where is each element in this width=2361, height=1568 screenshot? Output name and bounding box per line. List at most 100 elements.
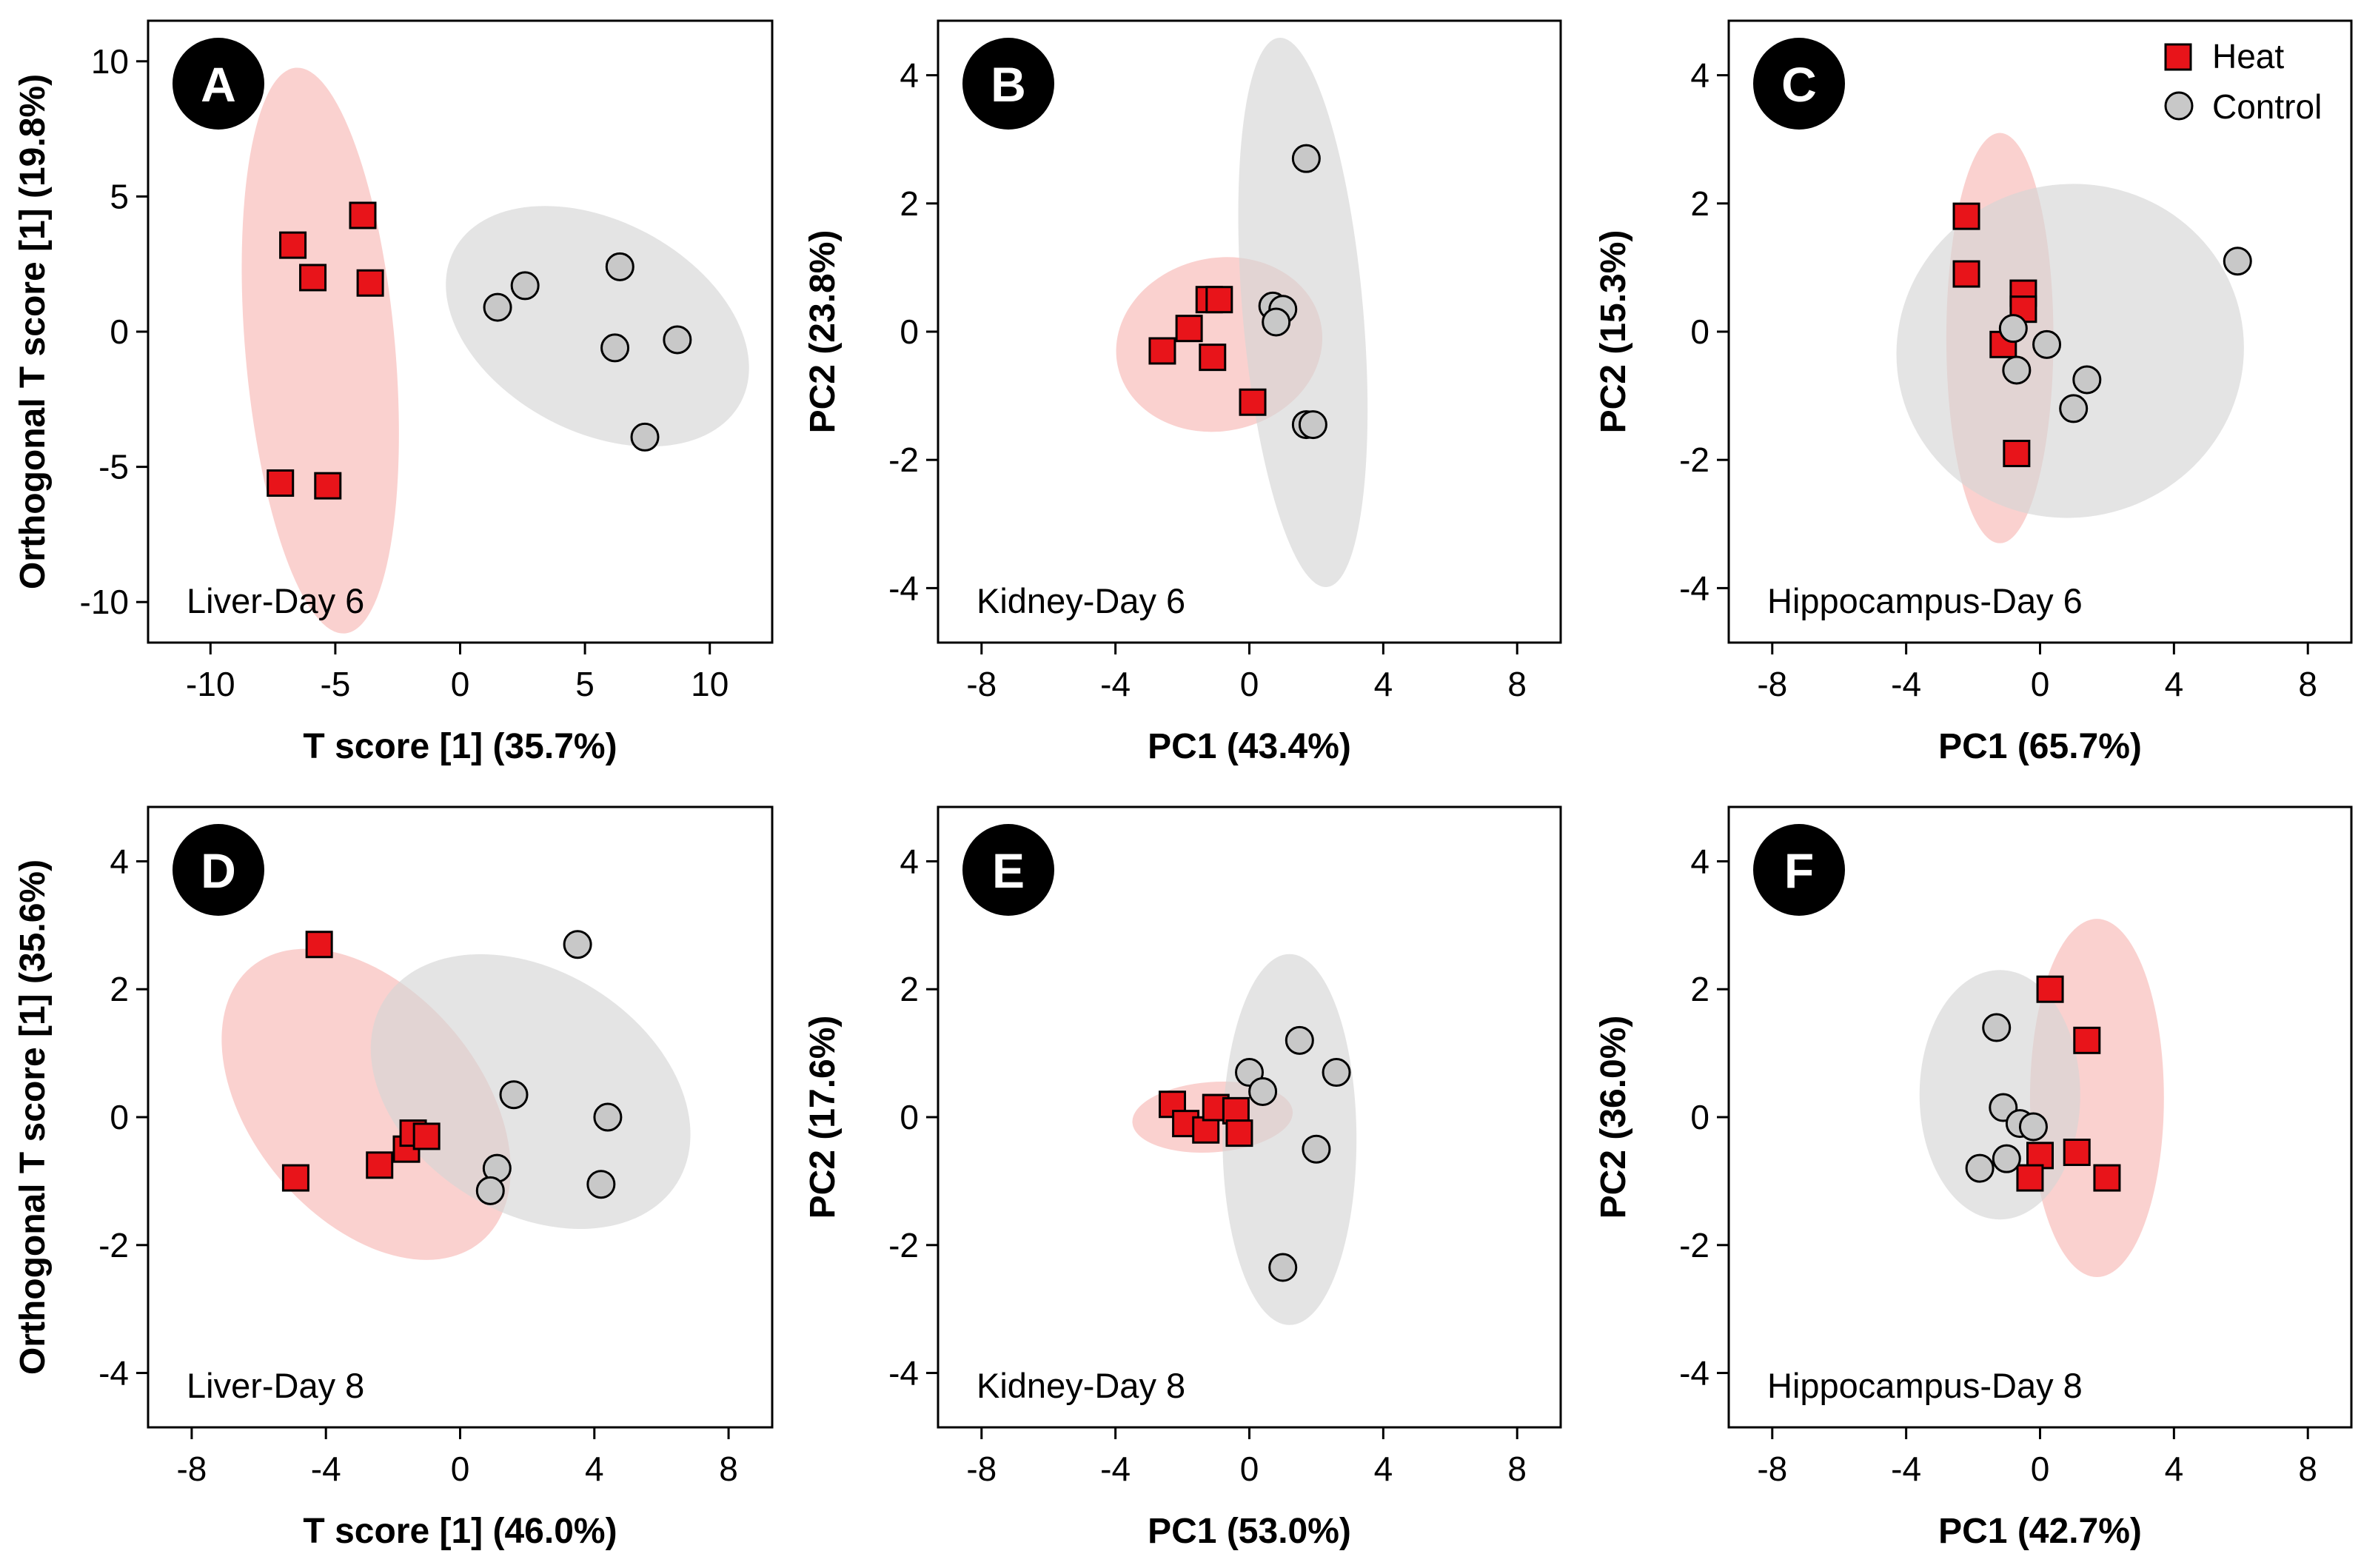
control-point — [563, 930, 592, 959]
y-tick-label: -2 — [888, 440, 919, 479]
control-point — [1262, 307, 1291, 337]
x-tick-label: 4 — [585, 1450, 604, 1488]
x-tick-label: 4 — [1374, 1450, 1393, 1488]
x-tick-label: 5 — [575, 665, 595, 703]
x-tick-label: -8 — [966, 665, 997, 703]
x-tick-label: 8 — [1507, 1450, 1527, 1488]
control-point — [605, 252, 634, 281]
y-tick-label: 4 — [110, 842, 129, 880]
y-tick-label: 2 — [1690, 970, 1709, 1008]
control-point — [586, 1170, 616, 1199]
control-point — [2002, 355, 2032, 385]
control-point — [475, 1176, 505, 1205]
control-point — [1965, 1153, 1995, 1183]
heat-ellipse — [241, 67, 399, 634]
control-point — [483, 292, 512, 322]
heat-point — [281, 1164, 309, 1192]
heat-point — [356, 269, 384, 297]
heat-point — [299, 264, 327, 292]
panel-badge-letter: A — [201, 57, 236, 112]
panel-a-ellipses — [241, 67, 749, 634]
panel-badge-letter: B — [991, 57, 1026, 112]
y-tick-label: 0 — [1690, 312, 1709, 351]
panel-c-ellipses — [1896, 133, 2244, 543]
y-axis-title: PC2 (15.3%) — [1594, 230, 1633, 434]
x-axis-title: T score [1] (35.7%) — [303, 727, 617, 766]
y-tick-label: 4 — [1690, 842, 1709, 880]
heat-point — [1952, 260, 1980, 288]
control-point — [1302, 1134, 1331, 1164]
heat-point — [2093, 1164, 2121, 1192]
panel-f-points — [1965, 975, 2121, 1192]
x-tick-label: 8 — [1507, 665, 1527, 703]
legend: Heat Control — [2164, 37, 2322, 126]
panel-d-ellipses — [221, 948, 691, 1260]
y-tick-label: 2 — [900, 970, 919, 1008]
x-axis-title: PC1 (65.7%) — [1938, 727, 2142, 766]
panel-badge — [1753, 38, 1845, 130]
heat-point — [1239, 388, 1267, 416]
heat-point — [349, 201, 377, 229]
control-point — [1322, 1058, 1351, 1088]
heat-point — [1225, 1119, 1253, 1147]
x-axis-title: T score [1] (46.0%) — [303, 1512, 617, 1551]
control-point — [1998, 314, 2028, 344]
y-tick-label: 4 — [900, 56, 919, 95]
x-tick-label: 8 — [2298, 665, 2317, 703]
y-tick-label: -2 — [1679, 440, 1709, 479]
panel-badge — [962, 38, 1054, 130]
control-point — [2223, 247, 2252, 276]
panel-f-ellipses — [1919, 919, 2164, 1277]
x-tick-label: 0 — [1240, 1450, 1259, 1488]
y-axis-title: PC2 (36.0%) — [1594, 1016, 1633, 1219]
x-tick-label: 0 — [451, 665, 470, 703]
x-tick-label: 10 — [691, 665, 729, 703]
control-point — [1248, 1076, 1278, 1106]
panel-badge-letter: C — [1781, 57, 1817, 112]
heat-legend-label: Heat — [2212, 37, 2284, 76]
y-tick-label: -10 — [80, 583, 129, 621]
y-tick-label: 0 — [110, 312, 129, 351]
y-tick-label: 2 — [110, 970, 129, 1008]
control-point — [600, 333, 630, 363]
control-point — [663, 325, 692, 355]
heat-point — [412, 1122, 441, 1150]
y-tick-label: -2 — [98, 1226, 129, 1264]
panel-badge — [962, 824, 1054, 916]
control-point — [1982, 1013, 2012, 1042]
y-tick-label: -4 — [98, 1354, 129, 1393]
control-ellipse — [1222, 954, 1357, 1325]
control-ellipse — [1238, 37, 1368, 588]
y-tick-label: -4 — [888, 569, 919, 607]
y-tick-label: 5 — [110, 177, 129, 215]
y-tick-label: 0 — [900, 312, 919, 351]
x-tick-label: 0 — [2031, 1450, 2050, 1488]
panel-b-ellipses — [1116, 37, 1368, 588]
control-point — [593, 1102, 623, 1132]
x-tick-label: 0 — [2031, 665, 2050, 703]
panel-caption: Kidney-Day 6 — [977, 581, 1185, 620]
panel-d: -8 -4 0 4 8 -4 -2 0 2 4 T score [1] (46.0%) Orthogo… — [13, 805, 774, 1551]
y-axis-title: Orthogonal T score [1] (35.6%) — [13, 860, 53, 1375]
y-axis-title: PC2 (23.8%) — [803, 230, 843, 434]
panel-badge-letter: D — [201, 843, 236, 898]
x-tick-label: 4 — [1374, 665, 1393, 703]
panel-d-points — [281, 930, 623, 1205]
x-tick-label: -4 — [1100, 665, 1131, 703]
control-point — [1268, 1253, 1298, 1282]
x-tick-label: -4 — [311, 1450, 341, 1488]
control-point — [499, 1080, 529, 1110]
panel-caption: Hippocampus-Day 8 — [1767, 1366, 2083, 1405]
x-tick-label: -4 — [1891, 1450, 1921, 1488]
y-tick-label: 10 — [91, 42, 129, 81]
heat-point — [314, 472, 342, 500]
heat-point — [2073, 1026, 2101, 1054]
control-point — [1285, 1025, 1314, 1055]
panel-caption: Hippocampus-Day 6 — [1767, 581, 2083, 620]
y-tick-label: 0 — [1690, 1098, 1709, 1136]
x-axis-title: PC1 (42.7%) — [1938, 1512, 2142, 1551]
panel-caption: Liver-Day 8 — [187, 1366, 364, 1405]
x-axis-title: PC1 (53.0%) — [1148, 1512, 1351, 1551]
x-tick-label: 0 — [451, 1450, 470, 1488]
